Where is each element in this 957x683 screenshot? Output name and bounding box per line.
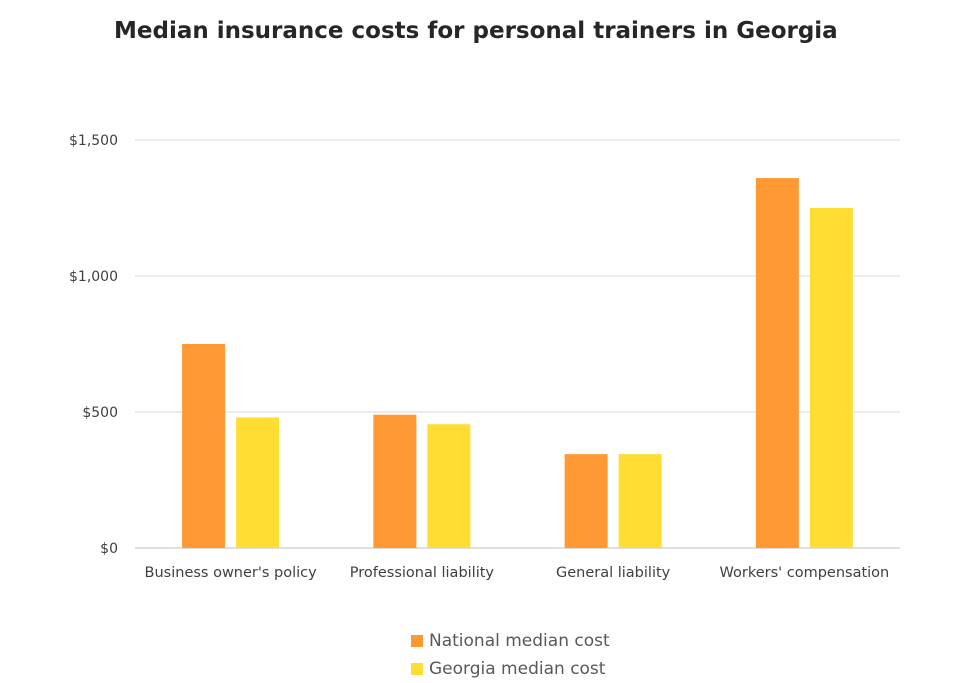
bar-national	[564, 454, 608, 548]
bar-georgia	[618, 454, 662, 548]
legend-label-georgia: Georgia median cost	[429, 659, 606, 679]
y-tick-label: $1,500	[69, 133, 118, 149]
bar-national	[182, 344, 226, 548]
bar-georgia	[427, 424, 471, 548]
legend: National median cost Georgia median cost	[411, 627, 610, 683]
y-tick-label: $1,000	[69, 269, 118, 285]
bar-national	[373, 414, 417, 548]
x-category-label: Business owner's policy	[145, 565, 318, 581]
bar-georgia	[809, 208, 853, 548]
chart-title: Median insurance costs for personal trai…	[114, 18, 838, 44]
bar-georgia	[236, 417, 280, 548]
y-tick-label: $0	[100, 541, 118, 557]
x-axis-category-labels: Business owner's policy Professional liab…	[145, 565, 890, 581]
y-tick-label: $500	[82, 405, 118, 421]
legend-item-georgia: Georgia median cost	[411, 655, 610, 683]
legend-item-national: National median cost	[411, 627, 610, 655]
legend-label-national: National median cost	[429, 631, 610, 651]
legend-swatch-national	[411, 635, 423, 647]
x-category-label: Workers' compensation	[720, 565, 890, 581]
y-axis-tick-labels: $0 $500 $1,000 $1,500	[69, 133, 118, 557]
x-category-label: General liability	[556, 565, 671, 581]
legend-swatch-georgia	[411, 663, 423, 675]
x-category-label: Professional liability	[350, 565, 495, 581]
bar-national	[755, 178, 799, 548]
bars	[182, 178, 853, 548]
